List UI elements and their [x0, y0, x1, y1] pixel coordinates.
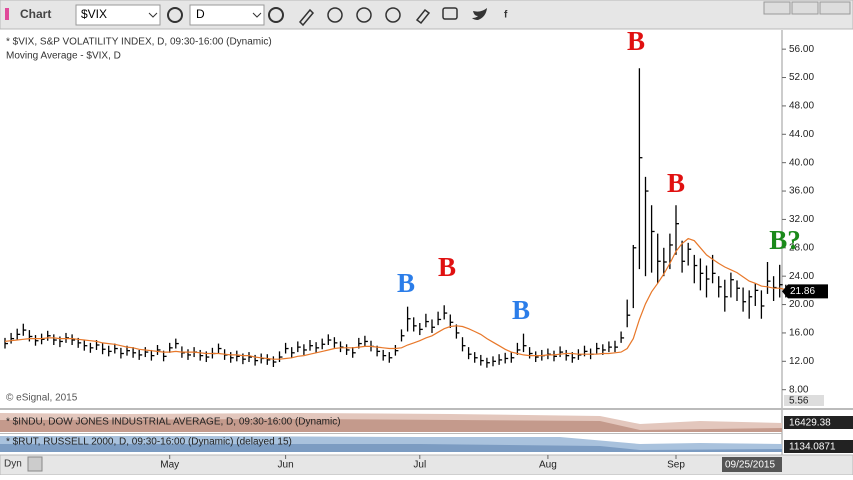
x-tick-label: Jun	[278, 460, 294, 471]
last-price-box	[782, 284, 828, 299]
annotation: B	[627, 26, 645, 56]
indu-last: 16429.38	[789, 418, 831, 429]
x-tick-label: May	[160, 460, 179, 471]
settings-button[interactable]	[27, 456, 43, 472]
rut-area-shade	[0, 444, 782, 452]
symbol-box[interactable]	[75, 4, 161, 26]
y-tick-label: 56.00	[789, 44, 814, 55]
last-price: 21.86	[790, 286, 815, 297]
comment-button[interactable]	[442, 7, 458, 20]
twitter-button[interactable]	[472, 8, 487, 20]
interval[interactable]: D	[196, 7, 205, 21]
date-box	[722, 457, 782, 472]
rut-last: 1134.0871	[789, 442, 836, 453]
moving-average	[4, 237, 786, 360]
annotation: B	[667, 168, 685, 198]
link-button[interactable]	[167, 7, 183, 23]
play-button[interactable]	[356, 7, 372, 23]
y-tick-label: 44.00	[789, 129, 814, 140]
window-icon	[5, 8, 9, 20]
legend-main: * $VIX, S&P VOLATILITY INDEX, D, 09:30-1…	[6, 37, 272, 48]
y-tick-label: 12.00	[789, 356, 814, 367]
current-date: 09/25/2015	[725, 460, 775, 471]
x-tick-label: Jul	[413, 460, 426, 471]
y-tick-label: 20.00	[789, 299, 814, 310]
draw-button[interactable]	[298, 8, 315, 27]
dropdown-arrow[interactable]	[252, 12, 262, 18]
y-tick-label: 52.00	[789, 72, 814, 83]
y-min-box	[784, 395, 824, 406]
y-tick-label: 32.00	[789, 214, 814, 225]
x-tick-label: Sep	[667, 460, 685, 471]
symbol[interactable]: $VIX	[81, 7, 107, 21]
annotation: B	[397, 268, 415, 298]
mode[interactable]: Dyn	[4, 459, 22, 470]
annotation: B	[512, 295, 530, 325]
y-tick-label: 8.00	[789, 384, 809, 395]
interval-box[interactable]	[189, 4, 265, 26]
indu-legend: * $INDU, DOW JONES INDUSTRIAL AVERAGE, D…	[6, 417, 341, 428]
y-tick-label: 24.00	[789, 271, 814, 282]
annotation: B	[438, 252, 456, 282]
y-tick-label: 40.00	[789, 157, 814, 168]
indu-last-box	[784, 416, 853, 429]
dropdown-arrow[interactable]	[148, 12, 158, 18]
facebook-button[interactable]: f	[504, 10, 508, 21]
alert-button[interactable]	[385, 7, 401, 23]
time-button[interactable]	[268, 7, 284, 23]
x-tick-label: Aug	[539, 460, 557, 471]
rut-legend: * $RUT, RUSSELL 2000, D, 09:30-16:00 (Dy…	[6, 437, 292, 448]
maximize-button[interactable]	[819, 1, 851, 15]
legend-ma: Moving Average - $VIX, D	[6, 51, 121, 62]
rut-last-box	[784, 440, 853, 453]
minimize-button[interactable]	[791, 1, 819, 15]
help-button[interactable]	[763, 1, 791, 15]
y-tick-label: 36.00	[789, 186, 814, 197]
tag-button[interactable]	[415, 8, 431, 25]
pane-divider	[0, 408, 853, 410]
y-tick-label: 48.00	[789, 101, 814, 112]
refresh-button[interactable]	[327, 7, 343, 23]
indu-area-shade	[0, 419, 782, 432]
y-tick-label: 16.00	[789, 328, 814, 339]
y-min-label: 5.56	[789, 396, 809, 407]
window-title: Chart	[20, 7, 51, 21]
annotation: B?	[769, 225, 801, 255]
pane-divider	[0, 433, 782, 434]
credit: © eSignal, 2015	[6, 393, 78, 404]
y-tick-label: 28.00	[789, 242, 814, 253]
